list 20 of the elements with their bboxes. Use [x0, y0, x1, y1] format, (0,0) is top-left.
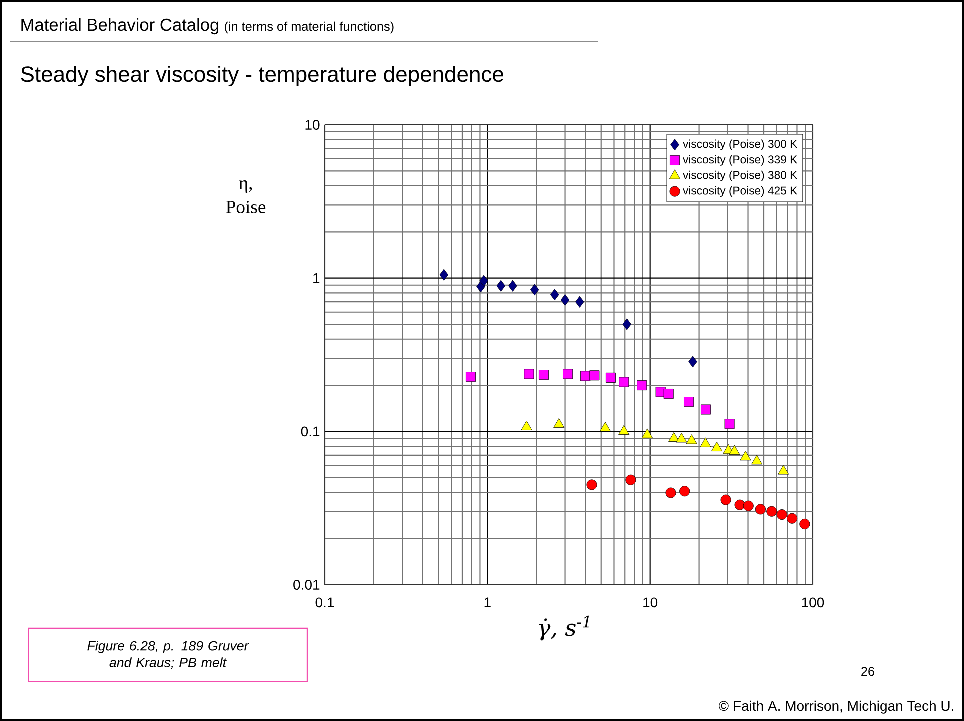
- y-tick-label: 0.1: [301, 426, 320, 437]
- y-tick-label: 0.01: [294, 580, 320, 590]
- x-tick-label: 0.1: [316, 598, 334, 608]
- y-tick-label: 10: [306, 120, 320, 130]
- text: Material Behavior Catalog: [22, 18, 219, 35]
- legend-label: viscosity (Poise) 300 K: [683, 140, 798, 150]
- text: (in terms of material functions): [225, 22, 394, 34]
- y-tick-label: 1: [314, 274, 320, 284]
- x-axis-title: γ̇, s$^{-1}$: [539, 616, 590, 641]
- x-tick-label: 1: [484, 598, 491, 608]
- legend-label: viscosity (Poise) 425 K: [683, 186, 798, 197]
- chart-subtitle: Steady shear viscosity - temperature dependence: [21, 66, 504, 87]
- y-axis-title: η, Poise: [226, 180, 266, 214]
- caption: Figure 6.28, p. 189 Gruver and Kraus; PB melt: [88, 640, 250, 670]
- x-tick-label: 10: [644, 598, 658, 608]
- legend-label: viscosity (Poise) 380 K: [683, 170, 798, 182]
- text: 26: [862, 667, 874, 676]
- text: © Faith A. Morrison, Michigan Tech U.: [718, 700, 954, 714]
- legend-label: viscosity (Poise) 339 K: [683, 155, 798, 166]
- x-tick-label: 100: [802, 598, 824, 608]
